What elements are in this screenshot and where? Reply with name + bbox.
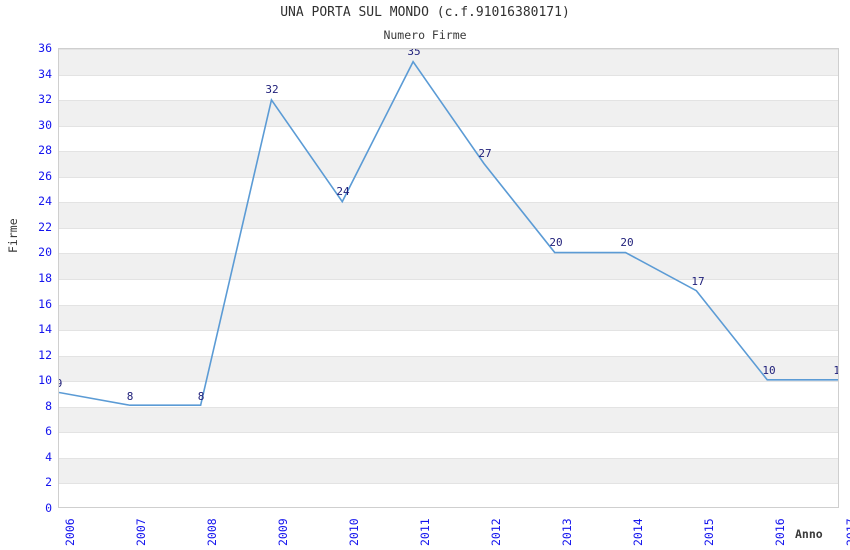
y-tick-label: 10 xyxy=(38,373,52,388)
x-tick-label: 2014 xyxy=(631,518,645,546)
y-tick-label: 12 xyxy=(38,347,52,362)
gridline xyxy=(59,202,838,204)
y-tick-label: 32 xyxy=(38,92,52,107)
data-line xyxy=(59,60,838,407)
y-tick-label: 4 xyxy=(45,449,52,464)
y-tick-label: 34 xyxy=(38,66,52,81)
band xyxy=(59,457,838,484)
point-label: 20 xyxy=(549,236,563,250)
y-axis-ticks: 0 2 4 6 8 10 12 14 16 18 20 22 24 26 28 30 32 34 36 xyxy=(0,41,52,515)
gridline xyxy=(59,406,838,408)
x-axis-ticks: 2006 2007 2008 2009 2010 2011 2012 2013 2014 2015… xyxy=(58,510,850,550)
y-tick-label: 24 xyxy=(38,194,52,209)
x-tick-label: 2008 xyxy=(205,518,219,546)
gridline xyxy=(59,100,838,102)
band xyxy=(59,202,838,228)
x-tick-label: 2016 xyxy=(773,518,787,546)
x-tick-label: 2011 xyxy=(418,518,432,546)
gridline xyxy=(59,227,838,229)
y-tick-label: 36 xyxy=(38,41,52,55)
point-label: 10 xyxy=(833,364,838,377)
y-tick-label: 22 xyxy=(38,219,52,234)
gridline xyxy=(59,176,838,178)
band xyxy=(59,304,838,331)
x-tick-label: 2015 xyxy=(702,518,716,546)
point-label: 17 xyxy=(691,274,705,288)
y-tick-label: 18 xyxy=(38,271,52,285)
y-tick-label: 2 xyxy=(45,475,52,490)
point-label: 32 xyxy=(265,83,279,97)
point-label: 20 xyxy=(620,236,634,250)
y-tick-label: 30 xyxy=(38,117,52,132)
x-tick-label: 2006 xyxy=(63,518,77,546)
gridline xyxy=(59,279,838,280)
gridline xyxy=(59,483,838,485)
band xyxy=(59,49,838,75)
gridline xyxy=(59,304,838,306)
x-tick-label: 2009 xyxy=(276,518,290,546)
chart-title: UNA PORTA SUL MONDO (c.f.91016380171) xyxy=(280,5,570,20)
y-tick-label: 8 xyxy=(45,398,52,413)
y-tick-label: 6 xyxy=(45,424,52,439)
y-tick-label: 16 xyxy=(38,296,52,311)
gridline xyxy=(59,355,838,357)
band xyxy=(59,406,838,433)
gridline xyxy=(59,330,838,332)
plot-area: 9 8 8 32 24 35 27 20 20 17 10 10 xyxy=(58,48,839,508)
gridline xyxy=(59,253,838,255)
band xyxy=(59,253,838,279)
point-label: 9 xyxy=(59,377,62,390)
point-label: 27 xyxy=(478,147,492,160)
band xyxy=(59,355,838,382)
x-tick-label: 2013 xyxy=(560,518,574,546)
y-tick-label: 20 xyxy=(38,245,52,260)
x-tick-label: 2010 xyxy=(347,518,361,546)
point-label: 8 xyxy=(197,389,205,403)
x-axis-title: Anno xyxy=(795,527,823,541)
point-label: 35 xyxy=(407,48,421,58)
y-tick-label: 0 xyxy=(45,501,52,515)
band xyxy=(59,151,838,177)
gridline xyxy=(59,125,838,127)
y-tick-label: 28 xyxy=(38,143,52,158)
gridline xyxy=(59,49,838,50)
x-tick-label: 2017 xyxy=(844,518,850,546)
x-tick-label: 2007 xyxy=(134,518,148,546)
gridline xyxy=(59,381,838,383)
gridline xyxy=(59,432,838,434)
point-label: 24 xyxy=(336,185,350,199)
x-tick-label: 2012 xyxy=(489,518,503,546)
gridline xyxy=(59,151,838,153)
point-label: 8 xyxy=(126,389,134,403)
y-tick-label: 14 xyxy=(38,322,52,337)
gridline xyxy=(59,74,838,76)
chart-subtitle: Numero Firme xyxy=(383,28,467,42)
gridline xyxy=(59,457,838,459)
y-tick-label: 26 xyxy=(38,168,52,183)
point-label: 10 xyxy=(762,364,776,378)
series-line xyxy=(59,60,838,407)
